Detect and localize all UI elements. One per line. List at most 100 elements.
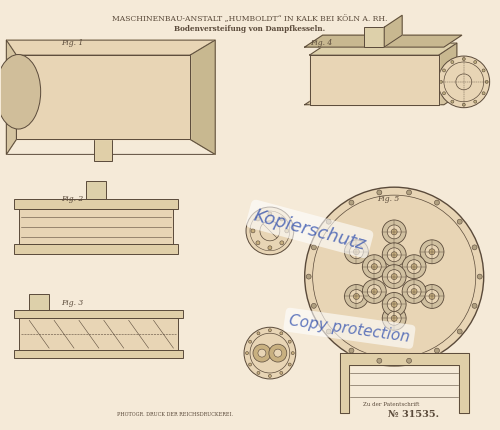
Circle shape [350,245,364,259]
Circle shape [246,352,248,355]
Text: Fig. 5: Fig. 5 [378,195,400,203]
Circle shape [256,218,260,221]
Polygon shape [304,94,462,105]
Polygon shape [384,16,402,48]
Circle shape [268,212,272,216]
Circle shape [251,229,255,233]
Circle shape [349,348,354,353]
Circle shape [429,294,435,300]
Circle shape [362,280,386,304]
Bar [14,200,178,209]
Polygon shape [6,41,16,155]
Circle shape [474,101,476,104]
Circle shape [391,316,397,322]
Circle shape [326,329,331,334]
Text: Kopierschutz: Kopierschutz [252,206,368,253]
Circle shape [312,304,316,309]
Circle shape [382,243,406,267]
Bar [20,209,174,244]
Circle shape [372,289,378,295]
Circle shape [269,344,287,362]
Bar [20,319,178,350]
Circle shape [362,255,386,279]
Circle shape [246,208,294,255]
Circle shape [372,264,378,270]
Circle shape [485,81,488,84]
Circle shape [438,57,490,108]
Circle shape [451,101,454,104]
Circle shape [326,220,331,224]
Polygon shape [190,41,215,155]
Polygon shape [310,44,457,56]
Circle shape [288,341,291,344]
Circle shape [382,307,406,331]
Text: Copy protection: Copy protection [288,313,411,344]
Circle shape [482,92,485,95]
Circle shape [407,260,421,274]
Circle shape [248,341,252,344]
Circle shape [411,264,417,270]
Bar [364,28,384,48]
Circle shape [344,240,368,264]
Bar [29,295,49,310]
Circle shape [256,241,260,245]
Circle shape [248,363,252,366]
Circle shape [350,290,364,304]
Circle shape [440,81,442,84]
Text: MASCHINENBAU-ANSTALT „HUMBOLDT“ IN KALK BEI KÖLN A. RH.: MASCHINENBAU-ANSTALT „HUMBOLDT“ IN KALK … [112,15,388,23]
Circle shape [292,352,294,355]
Circle shape [457,329,462,334]
Circle shape [482,70,485,73]
Circle shape [406,359,412,363]
Bar [86,182,106,200]
Circle shape [280,372,283,375]
Circle shape [349,201,354,206]
Circle shape [280,218,284,221]
Circle shape [257,332,260,335]
Circle shape [382,221,406,244]
Circle shape [425,245,439,259]
Circle shape [391,252,397,258]
Circle shape [472,246,477,250]
Circle shape [268,375,272,378]
Circle shape [354,249,360,255]
Circle shape [429,249,435,255]
Text: Fig. 1: Fig. 1 [61,39,84,47]
Circle shape [407,285,421,299]
Polygon shape [439,44,457,105]
Circle shape [472,304,477,309]
Circle shape [442,70,446,73]
Circle shape [387,312,401,326]
Circle shape [306,274,311,280]
Text: Zu der Patentschrift: Zu der Patentschrift [362,401,419,406]
Text: Bodenversteifung von Dampfkesseln.: Bodenversteifung von Dampfkesseln. [174,25,326,33]
Circle shape [285,229,289,233]
Circle shape [474,61,476,64]
Circle shape [420,240,444,264]
Ellipse shape [0,55,40,130]
Circle shape [387,225,401,239]
Bar [14,310,183,319]
Circle shape [387,248,401,262]
Polygon shape [6,41,215,56]
Polygon shape [6,140,215,155]
Polygon shape [340,353,469,413]
Circle shape [462,58,466,61]
Bar [14,244,178,254]
Circle shape [377,359,382,363]
Circle shape [411,289,417,295]
Circle shape [402,255,426,279]
Text: № 31535.: № 31535. [388,409,439,418]
Bar [94,140,112,162]
Circle shape [462,104,466,107]
Circle shape [391,302,397,308]
Circle shape [257,372,260,375]
Circle shape [280,241,284,245]
Circle shape [391,229,397,235]
Circle shape [268,246,272,250]
Circle shape [420,285,444,309]
Text: Fig. 3: Fig. 3 [61,299,84,307]
Circle shape [304,188,484,366]
Circle shape [312,246,316,250]
Circle shape [368,285,382,299]
